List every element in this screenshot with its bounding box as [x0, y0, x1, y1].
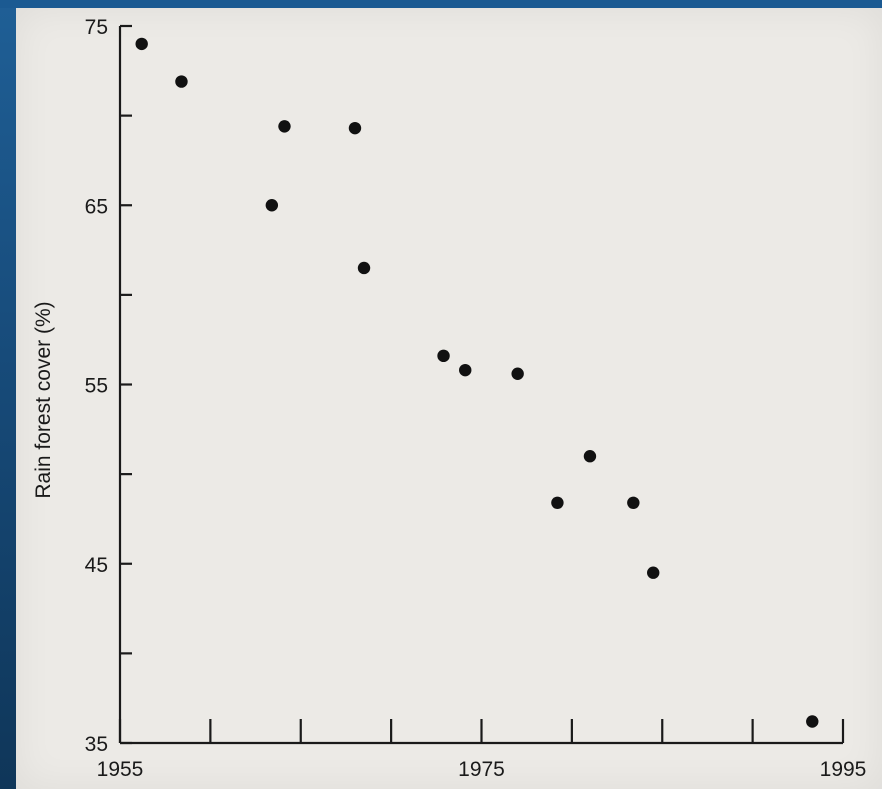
data-point [437, 349, 450, 363]
y-tick-label: 55 [85, 375, 108, 398]
x-tick-label: 1955 [97, 758, 144, 781]
data-point [357, 261, 371, 275]
data-point [806, 715, 819, 728]
y-tick-label: 75 [85, 16, 108, 39]
data-points [135, 37, 819, 728]
data-point [647, 566, 660, 579]
axes: 35 45 55 65 75 1955 1975 1995 [85, 16, 867, 781]
y-tick-label: 35 [85, 733, 108, 756]
data-point [627, 496, 640, 510]
x-tick-label: 1975 [458, 758, 505, 781]
y-tick-label: 65 [85, 195, 108, 218]
data-point [459, 363, 472, 377]
x-tick-label: 1995 [820, 758, 867, 781]
top-frame-border [0, 0, 882, 8]
y-tick-label: 45 [85, 554, 108, 577]
data-point [278, 120, 291, 133]
data-point [265, 199, 279, 212]
paper-background [16, 8, 882, 789]
data-point [348, 121, 362, 135]
data-point [511, 367, 524, 380]
data-point [551, 496, 564, 510]
data-point [135, 37, 148, 51]
data-point [583, 450, 597, 463]
data-point [175, 75, 188, 88]
y-axis-label: Rain forest cover (%) [32, 301, 55, 498]
